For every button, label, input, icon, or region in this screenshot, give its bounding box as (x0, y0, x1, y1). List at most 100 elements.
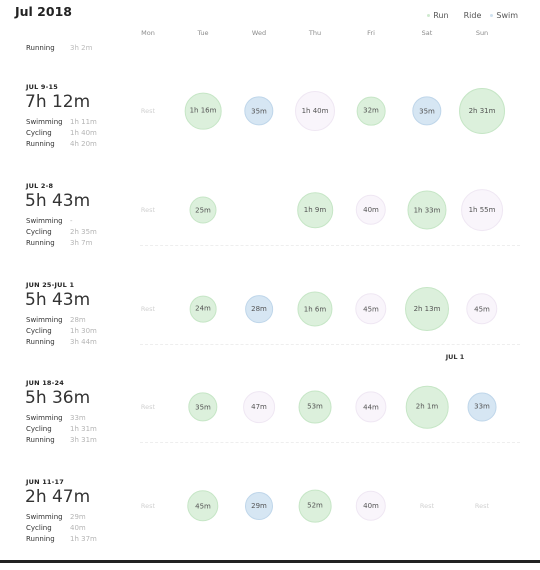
stat-label: Cycling (26, 327, 52, 335)
week-block: JUN 25-JUL 1 5h 43m Swimming 28m Cycling 1h 3… (0, 281, 540, 373)
rest-day-label: Rest (140, 206, 156, 214)
stat-label: Swimming (26, 118, 63, 126)
week-block: JUL 2-8 5h 43m Swimming - Cycling 2h 35m Runni… (0, 182, 540, 274)
rest-day-label: Rest (140, 502, 156, 510)
stat-value: 3h 7m (70, 239, 93, 247)
week-stat-row: Swimming - (26, 217, 146, 227)
day-header-mon: Mon (141, 29, 155, 37)
day-header-tue: Tue (197, 29, 209, 37)
ride-activity-circle[interactable]: 40m (355, 490, 387, 522)
stat-label: Running (26, 239, 55, 247)
week-stat-row: Cycling 2h 35m (26, 228, 146, 238)
swim-dot-icon (490, 14, 494, 17)
week-block: JUN 18-24 5h 36m Swimming 33m Cycling 1h 31m R… (0, 379, 540, 471)
legend-ride[interactable]: Ride (457, 11, 482, 20)
week-stat-row: Swimming 1h 11m (26, 118, 146, 128)
ride-activity-circle[interactable]: 1h 40m (295, 91, 335, 131)
legend-ride-label: Ride (463, 11, 482, 20)
run-activity-circle[interactable]: 45m (187, 490, 219, 522)
stat-value: 1h 30m (70, 327, 97, 335)
week-stat-row: Cycling 1h 31m (26, 425, 146, 435)
rest-day-label: Rest (140, 403, 156, 411)
week-total: 5h 36m (25, 388, 91, 408)
run-activity-circle[interactable]: 1h 9m (297, 192, 333, 228)
cut-off-running-label: Running (26, 44, 55, 52)
stat-label: Running (26, 338, 55, 346)
cut-off-running-value: 3h 2m (70, 44, 93, 52)
week-block: JUN 11-17 2h 47m Swimming 29m Cycling 40m Runn… (0, 478, 540, 570)
stat-value: 33m (70, 414, 86, 422)
week-total: 2h 47m (25, 487, 91, 507)
legend-swim-label: Swim (496, 11, 518, 20)
run-activity-circle[interactable]: 35m (188, 392, 218, 422)
rest-day-label: Rest (474, 502, 490, 510)
legend-swim[interactable]: Swim (490, 11, 518, 20)
stat-label: Cycling (26, 228, 52, 236)
run-activity-circle[interactable]: 53m (298, 390, 332, 424)
week-stat-row: Running 3h 31m (26, 436, 146, 446)
week-stat-row: Cycling 1h 40m (26, 129, 146, 139)
month-marker: JUL 1 (445, 353, 465, 361)
stat-value: 3h 31m (70, 436, 97, 444)
run-activity-circle[interactable]: 2h 1m (405, 385, 449, 429)
ride-activity-circle[interactable]: 45m (355, 293, 387, 325)
ride-activity-circle[interactable]: 1h 55m (461, 189, 503, 231)
stat-value: 3h 44m (70, 338, 97, 346)
run-activity-circle[interactable]: 2h 31m (459, 88, 505, 134)
stat-value: 1h 31m (70, 425, 97, 433)
swim-activity-circle[interactable]: 35m (244, 96, 274, 126)
day-header-thu: Thu (308, 29, 322, 37)
ride-dot-icon (457, 14, 461, 17)
run-activity-circle[interactable]: 2h 13m (405, 287, 449, 331)
stat-value: 28m (70, 316, 86, 324)
week-range: JUN 18-24 (26, 379, 64, 387)
stat-label: Swimming (26, 217, 63, 225)
week-range: JUL 9-15 (26, 83, 58, 91)
stat-value: 2h 35m (70, 228, 97, 236)
swim-activity-circle[interactable]: 29m (245, 492, 273, 520)
week-total: 5h 43m (25, 191, 91, 211)
faint-divider (140, 344, 520, 345)
run-activity-circle[interactable]: 1h 6m (297, 291, 333, 327)
stat-label: Swimming (26, 414, 63, 422)
legend: Run Ride Swim (427, 11, 518, 20)
run-activity-circle[interactable]: 52m (298, 489, 332, 523)
stat-value: 1h 37m (70, 535, 97, 543)
day-header-wed: Wed (251, 29, 267, 37)
ride-activity-circle[interactable]: 45m (466, 293, 498, 325)
stat-value: 40m (70, 524, 86, 532)
swim-activity-circle[interactable]: 35m (412, 96, 442, 126)
ride-activity-circle[interactable]: 47m (243, 391, 275, 423)
week-range: JUN 11-17 (26, 478, 64, 486)
stat-label: Running (26, 535, 55, 543)
swim-activity-circle[interactable]: 28m (245, 295, 273, 323)
run-activity-circle[interactable]: 1h 16m (184, 92, 222, 130)
ride-activity-circle[interactable]: 40m (355, 194, 387, 226)
run-activity-circle[interactable]: 25m (189, 196, 217, 224)
stat-value: 4h 20m (70, 140, 97, 148)
stat-value: 1h 40m (70, 129, 97, 137)
run-activity-circle[interactable]: 32m (356, 96, 386, 126)
stat-label: Swimming (26, 513, 63, 521)
rest-day-label: Rest (140, 107, 156, 115)
swim-activity-circle[interactable]: 33m (467, 392, 497, 422)
week-stat-row: Running 4h 20m (26, 140, 146, 150)
stat-label: Running (26, 436, 55, 444)
week-block: JUL 9-15 7h 12m Swimming 1h 11m Cycling 1h 40… (0, 83, 540, 175)
month-title: Jul 2018 (15, 4, 72, 19)
week-range: JUL 2-8 (26, 182, 54, 190)
week-stat-row: Running 3h 7m (26, 239, 146, 249)
week-stat-row: Running 1h 37m (26, 535, 146, 545)
stat-label: Cycling (26, 524, 52, 532)
ride-activity-circle[interactable]: 44m (355, 391, 387, 423)
week-total: 7h 12m (25, 92, 91, 112)
run-dot-icon (427, 14, 431, 17)
day-header-fri: Fri (367, 29, 375, 37)
legend-run[interactable]: Run (427, 11, 449, 20)
week-total: 5h 43m (25, 290, 91, 310)
week-stat-row: Running 3h 44m (26, 338, 146, 348)
week-stat-row: Cycling 1h 30m (26, 327, 146, 337)
run-activity-circle[interactable]: 24m (189, 295, 217, 323)
faint-divider (140, 442, 520, 443)
run-activity-circle[interactable]: 1h 33m (407, 190, 447, 230)
